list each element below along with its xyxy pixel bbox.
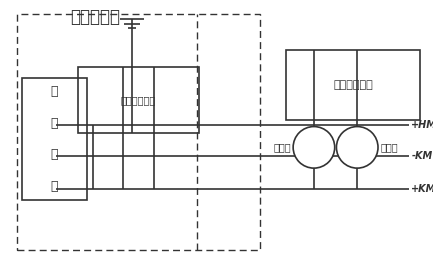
- Bar: [286, 50, 420, 120]
- Text: +HM: +HM: [411, 120, 433, 130]
- Text: 直流电源屏: 直流电源屏: [70, 8, 120, 26]
- Text: 流: 流: [50, 116, 58, 130]
- Ellipse shape: [336, 126, 378, 168]
- Text: 指示器: 指示器: [380, 142, 398, 152]
- Text: 源: 源: [50, 180, 58, 193]
- Text: 直: 直: [50, 85, 58, 98]
- Bar: [22, 78, 87, 200]
- Text: 绣缘监测装置: 绣缘监测装置: [121, 95, 156, 105]
- Text: 指示器: 指示器: [273, 142, 291, 152]
- Bar: [78, 67, 199, 133]
- Ellipse shape: [293, 126, 335, 168]
- Text: 直流用电设备: 直流用电设备: [333, 80, 373, 90]
- Text: +KM: +KM: [411, 184, 433, 194]
- Bar: [17, 14, 260, 250]
- Text: 电: 电: [50, 148, 58, 162]
- Text: -KM: -KM: [411, 151, 433, 161]
